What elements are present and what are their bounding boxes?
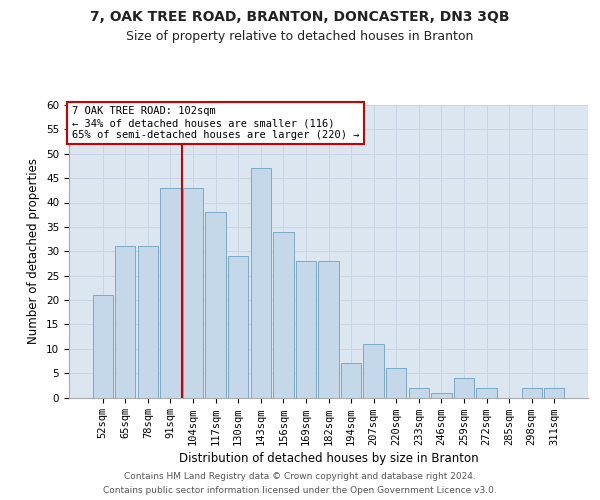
Bar	[92, 295, 113, 398]
Text: 7 OAK TREE ROAD: 102sqm
← 34% of detached houses are smaller (116)
65% of semi-d: 7 OAK TREE ROAD: 102sqm ← 34% of detache…	[71, 106, 359, 140]
Bar	[386, 368, 406, 398]
Bar	[251, 168, 271, 398]
X-axis label: Distribution of detached houses by size in Branton: Distribution of detached houses by size …	[179, 452, 478, 464]
Bar	[319, 261, 338, 398]
Bar	[183, 188, 203, 398]
Text: Contains HM Land Registry data © Crown copyright and database right 2024.: Contains HM Land Registry data © Crown c…	[124, 472, 476, 481]
Bar	[160, 188, 181, 398]
Bar	[273, 232, 293, 398]
Bar	[341, 364, 361, 398]
Text: Contains public sector information licensed under the Open Government Licence v3: Contains public sector information licen…	[103, 486, 497, 495]
Y-axis label: Number of detached properties: Number of detached properties	[28, 158, 40, 344]
Bar	[476, 388, 497, 398]
Bar	[228, 256, 248, 398]
Bar	[115, 246, 136, 398]
Bar	[138, 246, 158, 398]
Bar	[544, 388, 565, 398]
Bar	[409, 388, 429, 398]
Bar	[205, 212, 226, 398]
Bar	[431, 392, 452, 398]
Bar	[454, 378, 474, 398]
Text: 7, OAK TREE ROAD, BRANTON, DONCASTER, DN3 3QB: 7, OAK TREE ROAD, BRANTON, DONCASTER, DN…	[90, 10, 510, 24]
Bar	[364, 344, 384, 398]
Text: Size of property relative to detached houses in Branton: Size of property relative to detached ho…	[127, 30, 473, 43]
Bar	[521, 388, 542, 398]
Bar	[296, 261, 316, 398]
